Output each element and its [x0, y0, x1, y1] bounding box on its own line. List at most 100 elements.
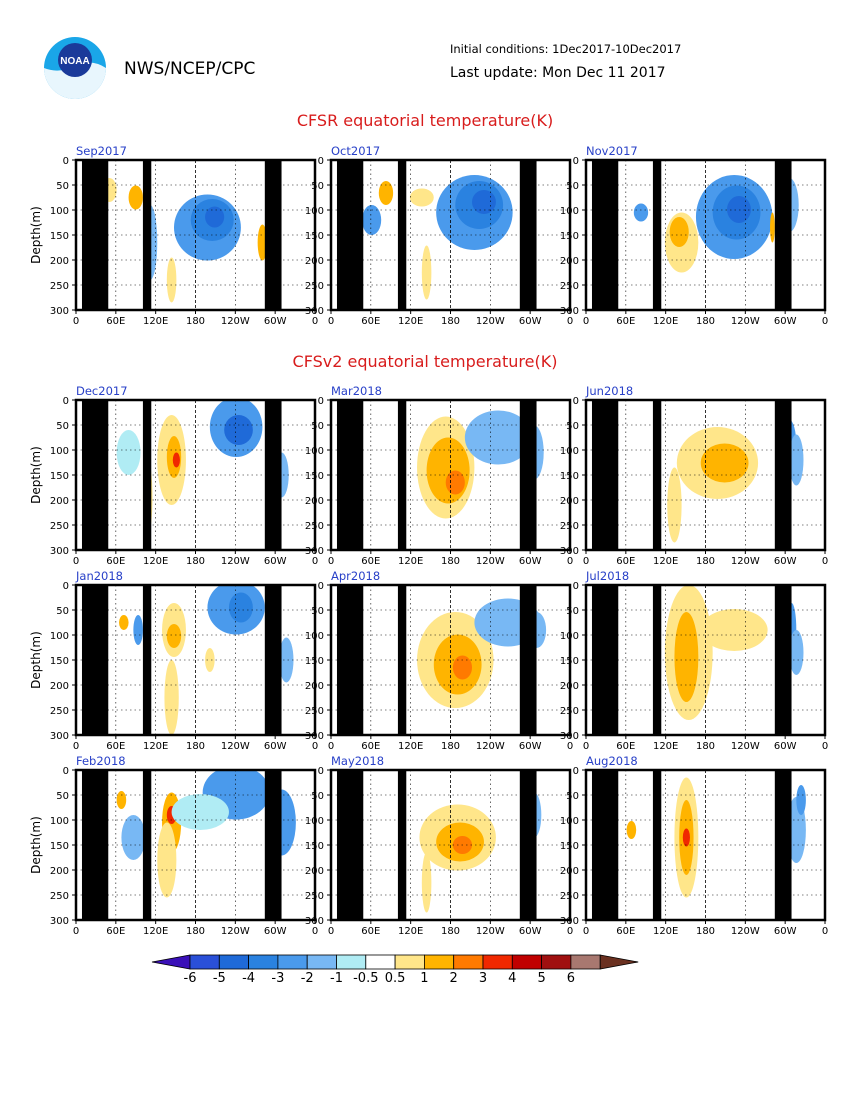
x-tick-label: 60W	[519, 556, 542, 567]
x-tick-label: 180	[696, 316, 715, 327]
x-tick-label: 180	[441, 926, 460, 937]
y-tick-label: 0	[63, 396, 69, 407]
y-tick-label: 200	[560, 256, 579, 267]
x-tick-label: 120W	[221, 741, 250, 752]
x-tick-label: 0	[583, 926, 589, 937]
colorbar-segment	[277, 954, 308, 970]
panel-field	[76, 585, 315, 735]
x-tick-label: 60E	[106, 316, 125, 327]
x-tick-label: 0	[73, 926, 79, 937]
land-mask	[774, 160, 792, 310]
y-tick-label: 150	[560, 841, 579, 852]
noaa-logo: NOAA	[44, 37, 106, 99]
y-tick-label: 300	[560, 546, 579, 557]
land-mask	[264, 585, 282, 735]
colorbar-segment	[482, 954, 513, 970]
anomaly-contour	[128, 185, 143, 210]
panel-label: May2018	[331, 754, 384, 768]
panel-field	[586, 585, 825, 735]
colorbar-label: 2	[450, 971, 458, 986]
x-tick-label: 120E	[653, 556, 678, 567]
anomaly-contour	[445, 470, 465, 495]
y-tick-label: 50	[311, 181, 324, 192]
y-tick-label: 300	[305, 731, 324, 742]
colorbar-label: 6	[567, 971, 575, 986]
anomaly-contour	[426, 437, 470, 504]
y-tick-label: 0	[63, 156, 69, 167]
y-tick-label: 0	[573, 581, 579, 592]
colorbar-label: -5	[213, 971, 226, 986]
y-axis-label: Depth(m)	[29, 816, 43, 874]
x-tick-label: 180	[441, 741, 460, 752]
y-tick-label: 50	[311, 606, 324, 617]
x-tick-label: 180	[696, 556, 715, 567]
y-tick-label: 50	[56, 606, 69, 617]
y-tick-label: 150	[50, 841, 69, 852]
x-tick-label: 0	[567, 741, 573, 752]
x-tick-label: 120W	[476, 556, 505, 567]
land-mask	[774, 770, 792, 920]
x-tick-label: 120E	[398, 741, 423, 752]
anomaly-contour	[224, 415, 253, 445]
panel-label: Apr2018	[331, 569, 380, 583]
x-tick-label: 0	[312, 741, 318, 752]
x-tick-label: 0	[328, 741, 334, 752]
land-mask	[519, 585, 537, 735]
x-tick-label: 60W	[774, 741, 797, 752]
x-tick-label: 60W	[264, 316, 287, 327]
panel-field	[586, 770, 825, 920]
land-mask	[519, 770, 537, 920]
colorbar-label: -2	[301, 971, 314, 986]
anomaly-contour	[633, 203, 649, 222]
y-axis-label: Depth(m)	[29, 446, 43, 504]
y-tick-label: 0	[573, 396, 579, 407]
land-mask	[264, 400, 282, 550]
y-tick-label: 300	[305, 546, 324, 557]
colorbar-label: -3	[271, 971, 284, 986]
agency-name: NWS/NCEP/CPC	[124, 59, 256, 79]
anomaly-contour	[700, 609, 768, 651]
anomaly-contour	[166, 257, 177, 303]
y-tick-label: 250	[560, 281, 579, 292]
x-tick-label: 60W	[519, 741, 542, 752]
land-mask	[142, 400, 152, 550]
y-tick-label: 100	[560, 206, 579, 217]
y-tick-label: 200	[305, 256, 324, 267]
y-tick-label: 50	[311, 791, 324, 802]
y-tick-label: 150	[50, 231, 69, 242]
anomaly-contour	[228, 592, 253, 623]
anomaly-contour	[121, 815, 146, 860]
x-tick-label: 120E	[143, 926, 168, 937]
x-tick-label: 0	[73, 741, 79, 752]
colorbar-end-high	[599, 954, 639, 970]
y-tick-label: 100	[305, 816, 324, 827]
land-mask	[774, 585, 792, 735]
y-tick-label: 0	[318, 766, 324, 777]
x-tick-label: 60E	[106, 926, 125, 937]
x-tick-label: 0	[822, 741, 828, 752]
x-tick-label: 60E	[361, 926, 380, 937]
y-tick-label: 150	[560, 471, 579, 482]
y-tick-label: 50	[56, 791, 69, 802]
x-tick-label: 120E	[653, 741, 678, 752]
colorbar-label: 1	[420, 971, 428, 986]
y-tick-label: 150	[305, 231, 324, 242]
y-tick-label: 250	[50, 521, 69, 532]
anomaly-contour	[452, 655, 473, 680]
panel-field	[331, 160, 570, 310]
anomaly-contour	[171, 794, 229, 830]
colorbar-segment	[365, 954, 396, 970]
x-tick-label: 60W	[774, 316, 797, 327]
land-mask	[264, 770, 282, 920]
x-tick-label: 60E	[616, 741, 635, 752]
x-tick-label: 120W	[476, 741, 505, 752]
x-tick-label: 60E	[106, 741, 125, 752]
anomaly-contour	[116, 430, 141, 475]
y-tick-label: 0	[318, 156, 324, 167]
anomaly-contour	[409, 188, 434, 207]
y-tick-label: 200	[560, 681, 579, 692]
y-tick-label: 300	[50, 546, 69, 557]
anomaly-contour	[789, 434, 804, 486]
y-tick-label: 150	[560, 656, 579, 667]
